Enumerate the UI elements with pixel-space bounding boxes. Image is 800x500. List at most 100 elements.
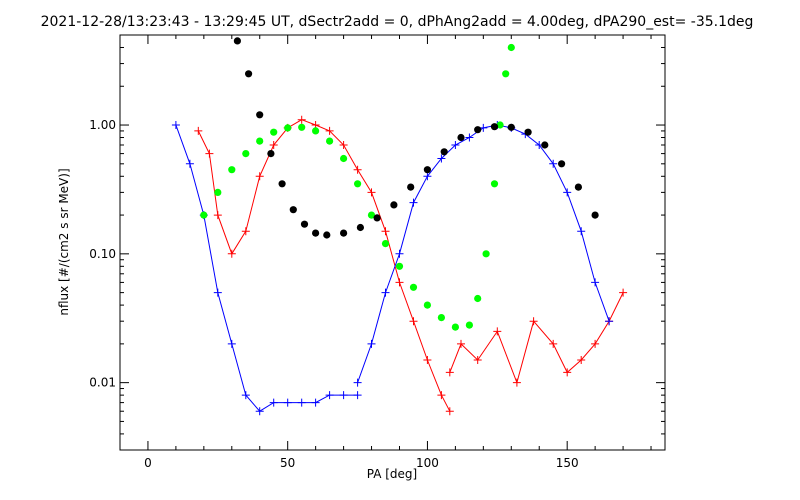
data-point <box>549 159 558 168</box>
data-point <box>297 398 306 407</box>
data-point <box>409 283 418 291</box>
data-point <box>367 339 376 348</box>
data-point <box>241 391 250 400</box>
data-point <box>445 368 454 377</box>
data-point <box>200 211 208 219</box>
data-point <box>591 278 600 287</box>
data-point <box>311 398 320 407</box>
data-point <box>502 70 510 78</box>
data-point <box>289 206 297 214</box>
chart-title: 2021-12-28/13:23:43 - 13:29:45 UT, dSect… <box>41 14 754 30</box>
data-point <box>474 126 482 134</box>
data-point <box>437 391 446 400</box>
data-point <box>227 249 236 258</box>
x-tick-label: 0 <box>144 456 152 470</box>
data-point <box>353 391 362 400</box>
data-point <box>255 172 264 181</box>
data-point <box>367 211 376 219</box>
data-point <box>591 339 600 348</box>
data-point <box>577 227 586 236</box>
data-point <box>213 211 222 220</box>
data-point <box>205 149 214 158</box>
x-tick-label: 100 <box>416 456 439 470</box>
data-point <box>437 314 445 322</box>
data-point <box>507 43 515 52</box>
data-point <box>395 278 404 287</box>
data-point <box>507 123 515 131</box>
data-point <box>409 198 418 207</box>
data-point <box>512 378 521 387</box>
data-point <box>339 141 348 149</box>
series-5 <box>200 43 515 331</box>
data-point <box>541 141 549 149</box>
data-point <box>457 339 465 348</box>
data-point <box>326 137 334 145</box>
data-point <box>549 339 558 348</box>
data-point <box>395 249 404 258</box>
data-point <box>473 356 482 364</box>
data-point <box>451 141 460 149</box>
x-axis-label: PA [deg] <box>367 467 417 481</box>
data-point <box>256 111 264 119</box>
data-point <box>493 327 502 336</box>
data-point <box>423 166 431 174</box>
data-point <box>278 180 286 188</box>
data-point <box>312 127 320 135</box>
data-point <box>451 323 459 331</box>
data-point <box>194 126 203 135</box>
data-point <box>423 172 432 181</box>
data-point <box>395 262 404 270</box>
data-point <box>227 339 236 348</box>
data-point <box>185 159 194 168</box>
data-point <box>474 294 482 303</box>
data-point <box>242 150 250 158</box>
series-1 <box>194 115 454 416</box>
plot-frame <box>119 34 666 451</box>
series-3-line <box>175 124 358 412</box>
data-point <box>605 317 614 326</box>
data-point <box>354 180 362 188</box>
data-point <box>423 301 431 309</box>
axis-layer: 0 50 100 150 0.01 0.10 1.00 <box>89 34 665 470</box>
data-point <box>381 240 390 248</box>
data-point <box>269 398 278 407</box>
data-point <box>325 126 334 135</box>
data-point <box>171 121 180 129</box>
data-point <box>340 229 348 237</box>
data-point <box>563 188 572 197</box>
data-point <box>496 121 504 129</box>
data-point <box>390 201 398 209</box>
data-point <box>373 214 381 222</box>
series-3 <box>171 121 362 416</box>
data-point <box>340 154 348 163</box>
series-2 <box>445 288 628 387</box>
data-point <box>367 188 376 197</box>
data-point <box>325 391 334 400</box>
data-point <box>381 227 390 236</box>
series-2-line <box>449 292 624 385</box>
x-tick-label: 150 <box>556 456 579 470</box>
series-1-line <box>197 119 451 412</box>
data-point <box>440 148 448 156</box>
data-point <box>524 128 532 136</box>
data-point <box>407 183 415 191</box>
data-point <box>214 188 222 196</box>
plot-area: 0 50 100 150 0.01 0.10 1.00 <box>89 34 666 470</box>
data-point <box>241 227 250 236</box>
data-point <box>381 288 390 297</box>
data-point <box>283 398 292 407</box>
data-point <box>256 137 264 145</box>
data-point <box>465 321 473 329</box>
y-tick-label: 1.00 <box>89 118 116 132</box>
data-point <box>298 123 306 131</box>
data-point <box>619 288 628 297</box>
data-point <box>437 154 446 163</box>
data-point <box>339 391 348 400</box>
series-6 <box>233 37 599 239</box>
data-point <box>269 141 278 149</box>
data-point <box>312 229 320 237</box>
data-point <box>409 317 418 326</box>
y-tick-label: 0.10 <box>89 247 116 261</box>
data-point <box>574 183 583 191</box>
data-point <box>300 220 309 228</box>
